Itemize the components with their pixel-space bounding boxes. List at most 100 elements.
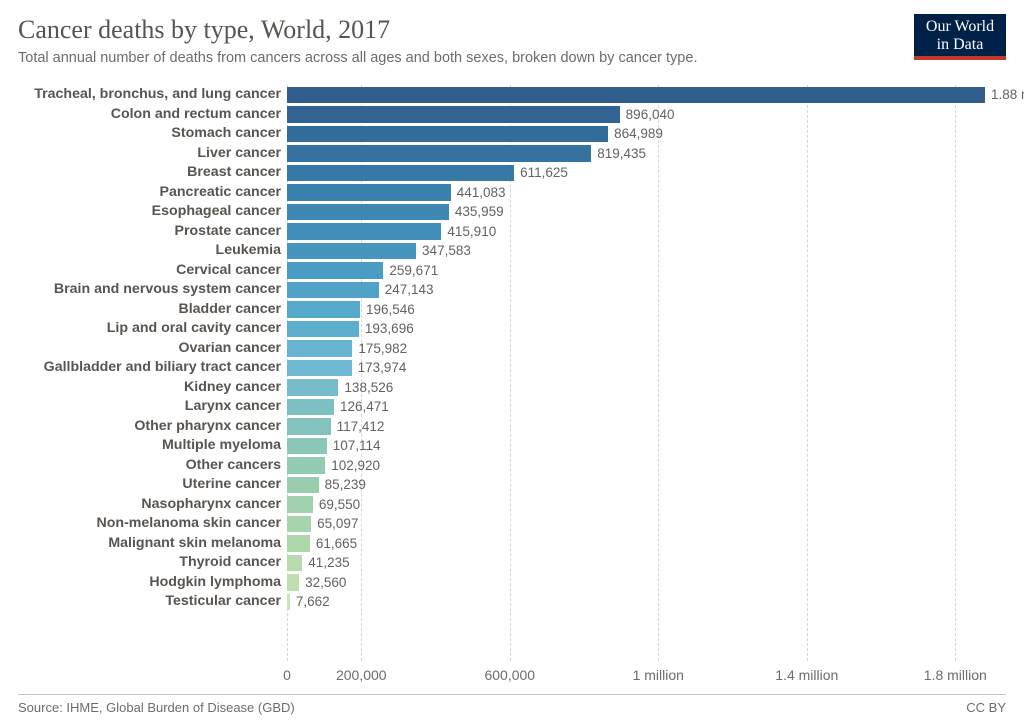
value-label: 69,550 [313,495,360,515]
value-label: 61,665 [310,534,357,554]
value-label: 138,526 [338,378,393,398]
bar [287,496,313,513]
value-label: 611,625 [514,163,568,183]
category-label: Non-melanoma skin cancer [97,514,288,534]
value-label: 196,546 [360,300,415,320]
category-label: Other cancers [186,456,287,476]
category-label: Stomach cancer [171,124,287,144]
category-label: Bladder cancer [178,300,287,320]
value-label: 193,696 [359,319,414,339]
bar-row: Gallbladder and biliary tract cancer173,… [287,358,985,378]
bar-row: Hodgkin lymphoma32,560 [287,573,985,593]
bar-row: Bladder cancer196,546 [287,300,985,320]
bar-row: Prostate cancer415,910 [287,222,985,242]
bar [287,243,416,260]
bar [287,360,352,377]
value-label: 102,920 [325,456,380,476]
bar-row: Nasopharynx cancer69,550 [287,495,985,515]
bar [287,516,311,533]
bar [287,555,302,572]
x-axis-tick-label: 600,000 [484,667,535,683]
category-label: Prostate cancer [175,222,287,242]
category-label: Malignant skin melanoma [108,534,287,554]
bar-row: Malignant skin melanoma61,665 [287,534,985,554]
category-label: Kidney cancer [184,378,287,398]
bar-row: Thyroid cancer41,235 [287,553,985,573]
value-label: 65,097 [311,514,358,534]
bar [287,301,360,318]
category-label: Testicular cancer [165,592,287,612]
value-label: 173,974 [352,358,407,378]
bar-row: Colon and rectum cancer896,040 [287,105,985,125]
category-label: Thyroid cancer [179,553,287,573]
bar-row: Cervical cancer259,671 [287,261,985,281]
bar [287,438,327,455]
bar-row: Stomach cancer864,989 [287,124,985,144]
category-label: Esophageal cancer [152,202,287,222]
bar-row: Brain and nervous system cancer247,143 [287,280,985,300]
value-label: 435,959 [449,202,504,222]
chart-title: Cancer deaths by type, World, 2017 [18,14,1006,45]
value-label: 347,583 [416,241,471,261]
bar [287,399,334,416]
category-label: Pancreatic cancer [160,183,287,203]
bar [287,262,383,279]
bar-row: Lip and oral cavity cancer193,696 [287,319,985,339]
value-label: 819,435 [591,144,646,164]
bar-row: Pancreatic cancer441,083 [287,183,985,203]
value-label: 441,083 [451,183,506,203]
bar [287,282,379,299]
value-label: 85,239 [319,475,366,495]
category-label: Lip and oral cavity cancer [107,319,287,339]
bar [287,165,514,182]
chart-subtitle: Total annual number of deaths from cance… [18,49,1006,68]
bar [287,418,331,435]
category-label: Leukemia [216,241,287,261]
value-label: 864,989 [608,124,663,144]
category-label: Cervical cancer [176,261,287,281]
value-label: 126,471 [334,397,389,417]
category-label: Larynx cancer [185,397,287,417]
category-label: Uterine cancer [182,475,287,495]
category-label: Nasopharynx cancer [141,495,287,515]
x-axis-tick-label: 1 million [633,667,684,683]
value-label: 175,982 [352,339,407,359]
bar [287,184,451,201]
category-label: Hodgkin lymphoma [149,573,287,593]
value-label: 247,143 [379,280,434,300]
category-label: Liver cancer [197,144,287,164]
bar [287,321,359,338]
bar [287,106,620,123]
value-label: 896,040 [620,105,675,125]
value-label: 259,671 [383,261,438,281]
value-label: 1.88 million [985,85,1024,105]
category-label: Other pharynx cancer [134,417,287,437]
x-axis-tick-label: 1.4 million [775,667,838,683]
bar-row: Breast cancer611,625 [287,163,985,183]
owid-logo: Our World in Data [914,14,1006,60]
value-label: 7,662 [290,592,330,612]
bar [287,535,310,552]
category-label: Multiple myeloma [162,436,287,456]
chart-footer: Source: IHME, Global Burden of Disease (… [18,694,1006,715]
bar-row: Kidney cancer138,526 [287,378,985,398]
category-label: Breast cancer [187,163,287,183]
category-label: Gallbladder and biliary tract cancer [44,358,287,378]
chart-container: Cancer deaths by type, World, 2017 Total… [0,0,1024,723]
bar [287,223,441,240]
bar [287,574,299,591]
x-axis-tick-label: 200,000 [336,667,387,683]
x-axis-tick-label: 0 [283,667,291,683]
bar-row: Other pharynx cancer117,412 [287,417,985,437]
bar [287,145,591,162]
bar [287,126,608,143]
x-axis-tick-label: 1.8 million [924,667,987,683]
bar [287,340,352,357]
bar [287,477,319,494]
bar-row: Leukemia347,583 [287,241,985,261]
value-label: 415,910 [441,222,496,242]
bar-row: Tracheal, bronchus, and lung cancer1.88 … [287,85,985,105]
plot-area: 0200,000600,0001 million1.4 million1.8 m… [287,85,985,661]
logo-line-2: in Data [914,36,1006,54]
bar [287,87,985,104]
